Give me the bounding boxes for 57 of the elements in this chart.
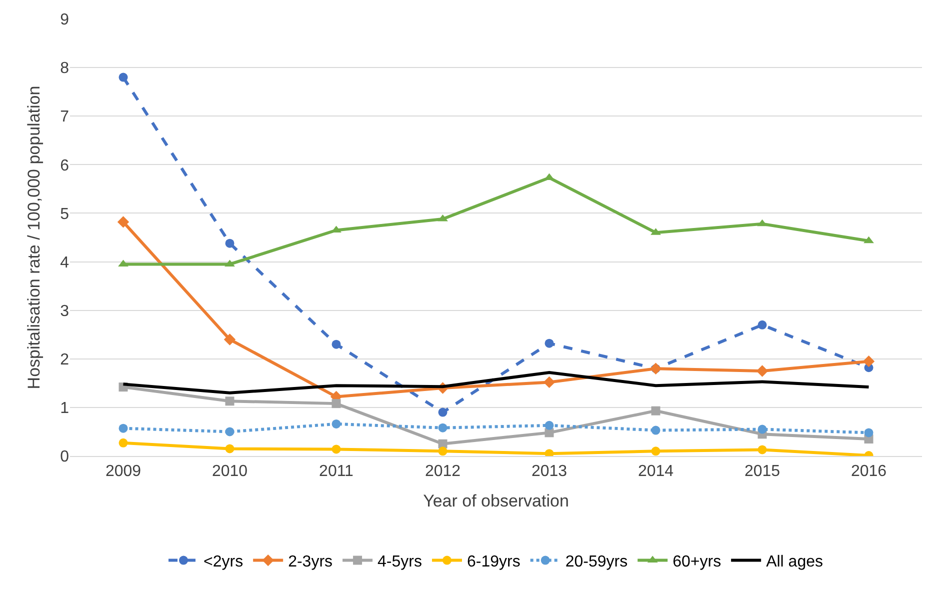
y-tick-label: 3 <box>60 302 70 320</box>
point <box>118 424 128 433</box>
x-tick-label: 2012 <box>424 463 461 480</box>
y-tick-label: 9 <box>60 12 70 29</box>
point <box>544 420 554 430</box>
legend-label: 4-5yrs <box>378 554 422 571</box>
point <box>864 428 874 438</box>
y-tick-label: 1 <box>60 400 70 418</box>
y-tick-label: 7 <box>60 108 70 126</box>
x-tick-label: 2015 <box>744 463 780 480</box>
y-tick-label: 5 <box>60 206 70 223</box>
y-tick-label: 4 <box>60 254 70 272</box>
point <box>757 219 768 226</box>
point <box>118 438 128 448</box>
point <box>332 399 341 408</box>
x-tick-label: 2014 <box>638 463 674 480</box>
x-axis-title: Year of observation <box>423 492 569 511</box>
x-tick-label: 2011 <box>319 463 354 480</box>
legend-label: 20-59yrs <box>565 554 628 571</box>
point <box>438 408 448 417</box>
point <box>224 334 236 346</box>
point <box>756 365 768 377</box>
y-tick-label: 2 <box>60 351 70 368</box>
point <box>332 444 341 454</box>
point <box>438 446 448 456</box>
point <box>651 406 660 416</box>
legend-label: 60+yrs <box>672 554 722 571</box>
x-tick-label: 2016 <box>850 463 887 480</box>
point <box>225 427 234 436</box>
point <box>225 238 234 248</box>
point <box>758 320 767 330</box>
point <box>758 424 767 434</box>
x-tick-label: 2010 <box>212 463 248 480</box>
point <box>332 419 341 428</box>
point <box>543 376 556 388</box>
point <box>862 355 875 368</box>
x-tick-label: 2009 <box>105 463 142 480</box>
point <box>651 426 660 435</box>
point <box>332 340 341 349</box>
point <box>864 236 874 244</box>
x-tick-label: 2013 <box>531 463 568 480</box>
legend-label: All ages <box>766 554 823 571</box>
point <box>438 423 448 432</box>
y-tick-label: 6 <box>60 157 70 174</box>
point <box>651 446 660 456</box>
point <box>118 72 128 82</box>
legend-label: 2-3yrs <box>288 554 333 571</box>
legend-label: 6-19yrs <box>466 554 520 571</box>
point <box>225 444 234 454</box>
y-tick-label: 8 <box>60 60 70 78</box>
point <box>758 445 767 454</box>
y-tick-label: 0 <box>60 448 70 466</box>
y-axis-title: Hospitalisation rate / 100,000 population <box>24 86 44 390</box>
point <box>117 216 130 228</box>
point <box>225 396 234 406</box>
point <box>544 338 554 348</box>
legend-label: <2yrs <box>204 554 244 571</box>
